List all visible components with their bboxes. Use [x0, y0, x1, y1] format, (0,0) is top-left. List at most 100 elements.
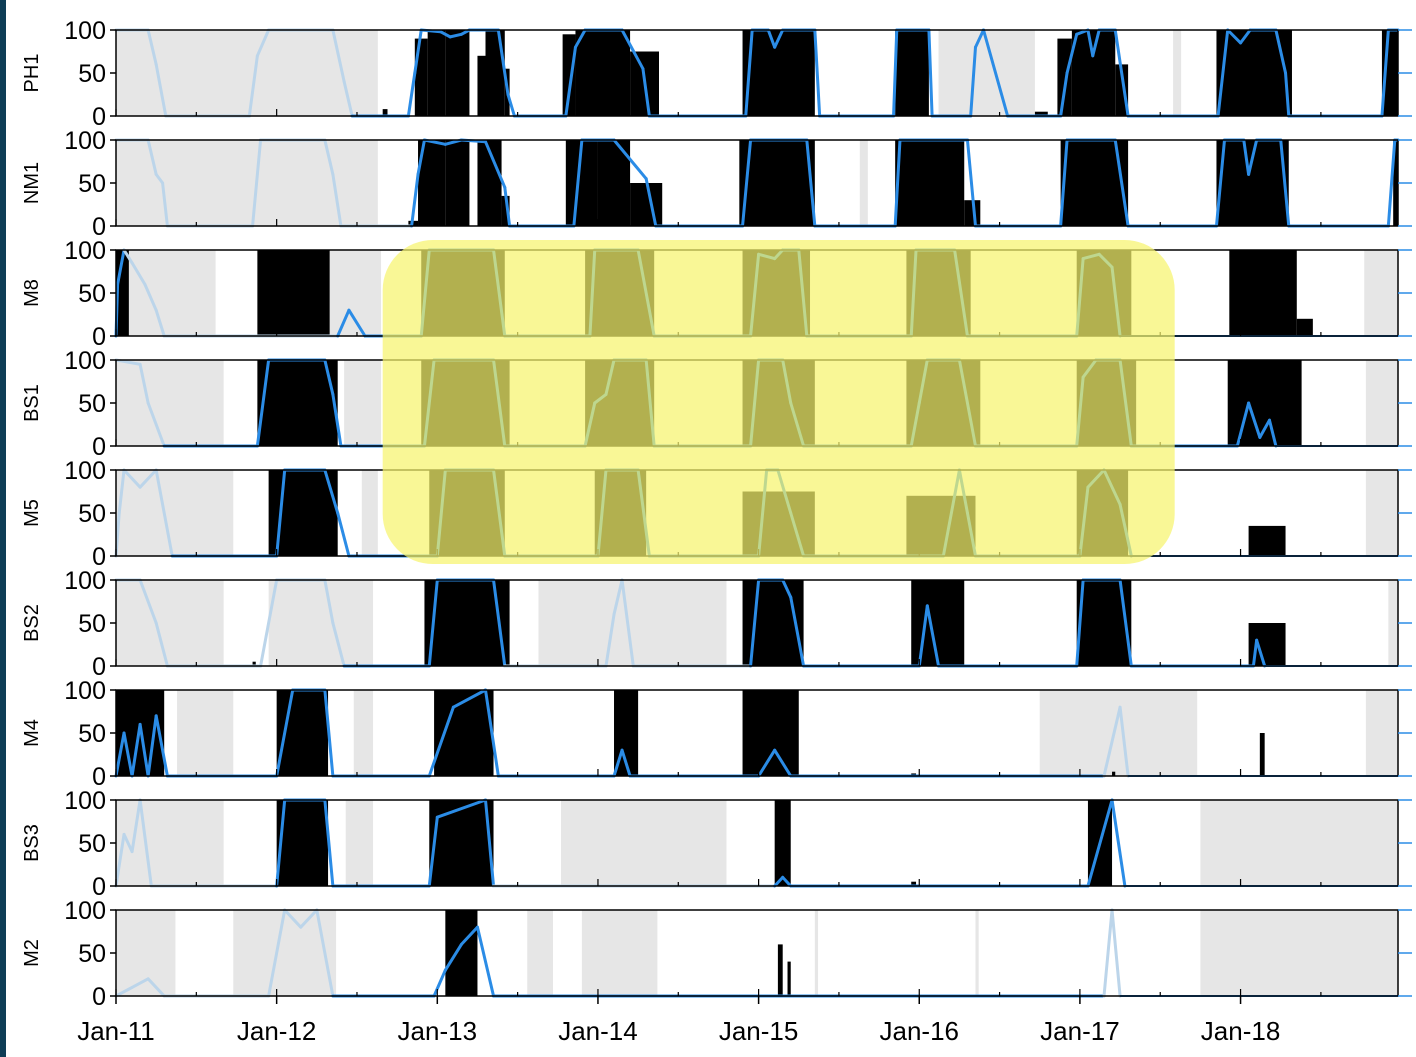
black-bar	[1112, 771, 1116, 776]
blue-line-segment	[323, 688, 335, 778]
y-tick-label: 50	[78, 610, 106, 638]
panel-label: BS3	[21, 824, 43, 862]
blue-line-segment	[117, 468, 126, 515]
blue-line-segment	[1279, 138, 1291, 228]
blue-line-segment	[122, 731, 134, 778]
panel-m4: 0 50 100 M4	[21, 677, 1412, 791]
blue-line-segment	[741, 138, 753, 228]
blue-line-segment	[644, 177, 658, 228]
blue-line-segment	[483, 798, 496, 888]
blue-line-segment	[154, 308, 166, 338]
black-bar	[276, 800, 329, 886]
black-bar	[445, 140, 470, 226]
blue-line-segment	[620, 28, 645, 71]
panels: 0 50 100 PH1 0 50 100 NM1 0 50 100 M8 0 50 100 BS1 0 50 10…	[21, 17, 1412, 1011]
stacked-time-series-chart: 0 50 100 PH1 0 50 100 NM1 0 50 100 M8 0 50 100 BS1 0 50 10…	[21, 17, 1412, 1046]
y-tick-label: 50	[78, 390, 106, 418]
blue-line-segment	[138, 362, 150, 405]
blue-line-segment	[323, 578, 335, 625]
blue-line-segment	[138, 722, 150, 778]
blue-line-segment	[757, 748, 777, 778]
blue-line-segment	[406, 71, 417, 118]
black-bar	[252, 661, 256, 666]
blue-line-segment	[766, 28, 777, 49]
y-tick-label: 100	[64, 457, 106, 485]
blue-line-segment	[1086, 798, 1114, 888]
black-bar	[257, 250, 330, 336]
blue-line-segment	[773, 748, 793, 778]
blue-line-segment	[641, 67, 651, 118]
black-bar	[485, 30, 505, 116]
blue-line-segment	[1247, 138, 1259, 176]
blue-line-segment	[443, 942, 463, 972]
blue-line-segment	[965, 138, 977, 228]
blue-line-segment	[154, 62, 168, 118]
black-bar	[777, 944, 783, 996]
blue-line-segment	[572, 138, 584, 228]
blue-line-segment	[917, 604, 929, 668]
blue-line-segment	[1239, 28, 1252, 45]
blue-line-segment	[973, 28, 986, 49]
blue-line-segment	[116, 248, 126, 286]
gray-band	[353, 690, 374, 776]
blue-line-segment	[122, 248, 134, 265]
blue-line-segment	[612, 748, 624, 778]
blue-line-segment	[336, 308, 351, 338]
blue-line-segment	[439, 30, 452, 39]
black-bar	[1071, 30, 1116, 116]
black-bar	[429, 800, 494, 886]
y-tick-label: 0	[92, 653, 106, 681]
blue-line-segment	[1118, 705, 1130, 778]
y-tick-label: 0	[92, 763, 106, 791]
blue-line-segment	[805, 138, 817, 228]
blue-line-segment	[1091, 28, 1101, 58]
blue-line-segment	[130, 798, 142, 854]
blue-line-segment	[299, 908, 319, 929]
blue-line-segment	[1102, 705, 1122, 778]
y-tick-label: 100	[64, 127, 106, 155]
black-bar	[1216, 30, 1292, 116]
blue-line-segment	[146, 28, 158, 66]
blue-line-segment	[154, 714, 169, 778]
blue-line-segment	[1267, 418, 1278, 448]
blue-line-segment	[1214, 138, 1226, 228]
black-bar	[427, 30, 446, 116]
gray-band	[116, 910, 176, 996]
black-bar	[739, 140, 815, 226]
gray-band	[1365, 690, 1398, 776]
black-bar	[911, 580, 965, 666]
black-bar	[895, 30, 929, 116]
blue-line-segment	[259, 578, 279, 668]
gray-band	[116, 580, 224, 666]
blue-line-segment	[138, 798, 153, 888]
blue-line-segment	[459, 925, 479, 946]
black-bar	[1034, 111, 1048, 116]
blue-line-segment	[744, 28, 754, 118]
black-bar	[911, 881, 917, 886]
blue-line-segment	[483, 688, 500, 778]
blue-line-segment	[612, 138, 648, 181]
blue-line-segment	[323, 358, 335, 396]
blue-line-segment	[114, 832, 126, 888]
y-tick-label: 100	[64, 787, 106, 815]
black-bar	[1393, 140, 1398, 226]
panel-bs3: 0 50 100 BS3	[21, 787, 1412, 901]
blue-line-segment	[143, 282, 158, 312]
blue-line-segment	[1113, 28, 1130, 118]
blue-line-segment	[1059, 138, 1069, 228]
blue-line-segment	[323, 468, 340, 515]
blue-line-segment	[146, 401, 166, 448]
black-bar	[1229, 250, 1297, 336]
blue-line-segment	[475, 925, 496, 998]
blue-line-segment	[247, 54, 259, 118]
blue-line-segment	[969, 45, 977, 118]
blue-line-segment	[146, 977, 166, 998]
blue-line-segment	[342, 80, 354, 118]
blue-line-segment	[1118, 578, 1133, 668]
blue-line-segment	[154, 468, 174, 558]
y-tick-label: 50	[78, 280, 106, 308]
blue-line-segment	[503, 185, 512, 228]
black-bar	[774, 800, 791, 886]
blue-line-segment	[336, 511, 351, 558]
y-tick-label: 0	[92, 983, 106, 1011]
